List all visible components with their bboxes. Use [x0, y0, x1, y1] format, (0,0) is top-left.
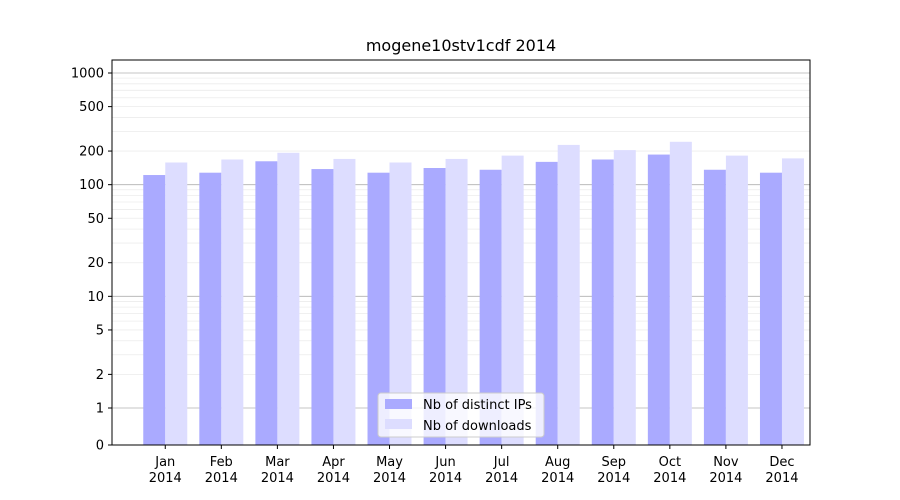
x-tick-label-month: Jun: [434, 455, 455, 470]
legend-box: [377, 392, 545, 438]
y-tick-label: 10: [87, 290, 104, 305]
chart-title: mogene10stv1cdf 2014: [366, 36, 556, 55]
x-tick-label-month: Aug: [545, 455, 570, 470]
legend-label-distinct-ips: Nb of distinct IPs: [423, 398, 532, 413]
y-tick-label: 2: [96, 368, 104, 383]
bar-distinct-ips: [423, 168, 446, 446]
x-tick-label-month: Jan: [154, 455, 175, 470]
bar-downloads: [501, 155, 524, 445]
bar-downloads: [165, 162, 188, 446]
x-tick-label-year: 2014: [373, 471, 406, 486]
bar-distinct-ips: [759, 172, 782, 445]
y-tick-label: 5: [96, 323, 104, 338]
bar-distinct-ips: [367, 172, 390, 445]
x-tick-label-month: Jul: [493, 455, 510, 470]
x-tick-label-month: Feb: [210, 455, 233, 470]
legend-label-downloads: Nb of downloads: [423, 419, 532, 434]
bar-downloads: [669, 141, 692, 445]
x-tick-label-year: 2014: [261, 471, 294, 486]
legend-swatch-downloads: [385, 419, 412, 429]
bar-distinct-ips: [311, 169, 334, 446]
y-tick-label: 500: [79, 100, 104, 115]
x-tick-label-month: Mar: [265, 455, 290, 470]
x-tick-label-year: 2014: [429, 471, 462, 486]
bar-downloads: [781, 158, 804, 445]
bars: [143, 141, 804, 446]
x-tick-label-month: Nov: [713, 455, 739, 470]
x-tick-label-year: 2014: [653, 471, 686, 486]
x-tick-label-year: 2014: [205, 471, 238, 486]
legend: Nb of distinct IPs Nb of downloads: [377, 392, 545, 438]
bar-distinct-ips: [535, 161, 558, 445]
bar-downloads: [389, 162, 412, 446]
bar-downloads: [333, 158, 356, 445]
y-tick-label: 1000: [71, 67, 104, 82]
y-tick-label: 100: [79, 178, 104, 193]
bar-distinct-ips: [703, 169, 726, 445]
x-tick-label-year: 2014: [597, 471, 630, 486]
y-tick-label: 50: [87, 212, 104, 227]
x-axis: Jan2014Feb2014Mar2014Apr2014May2014Jun20…: [149, 445, 799, 486]
bar-downloads: [725, 155, 748, 445]
x-tick-label-year: 2014: [149, 471, 182, 486]
y-tick-label: 200: [79, 145, 104, 160]
x-tick-label-year: 2014: [317, 471, 350, 486]
y-axis: 0 1 2 5 10 20 50 100 200 500 1000: [71, 67, 112, 454]
y-tick-label: 0: [96, 439, 104, 454]
bar-distinct-ips: [647, 154, 670, 446]
bar-downloads: [613, 150, 636, 445]
y-tick-label: 20: [87, 256, 104, 271]
x-tick-label-month: Apr: [322, 455, 345, 470]
x-tick-label-month: Dec: [769, 455, 794, 470]
x-tick-label-month: Oct: [659, 455, 681, 470]
y-tick-label: 1: [96, 402, 104, 417]
bar-distinct-ips: [143, 175, 166, 446]
x-tick-label-year: 2014: [765, 471, 798, 486]
bar-downloads: [277, 152, 300, 446]
bar-distinct-ips: [591, 159, 614, 445]
bar-downloads: [557, 144, 580, 445]
bar-downloads: [445, 158, 468, 445]
bar-distinct-ips: [479, 169, 502, 445]
x-tick-label-year: 2014: [541, 471, 574, 486]
bar-distinct-ips: [199, 172, 222, 445]
bar-downloads: [221, 159, 244, 445]
legend-swatch-distinct-ips: [385, 399, 412, 409]
x-tick-label-year: 2014: [485, 471, 518, 486]
x-tick-label-month: May: [376, 455, 403, 470]
x-tick-label-year: 2014: [709, 471, 742, 486]
x-tick-label-month: Sep: [602, 455, 627, 470]
bar-distinct-ips: [255, 161, 278, 446]
plot-frame: [111, 59, 811, 446]
